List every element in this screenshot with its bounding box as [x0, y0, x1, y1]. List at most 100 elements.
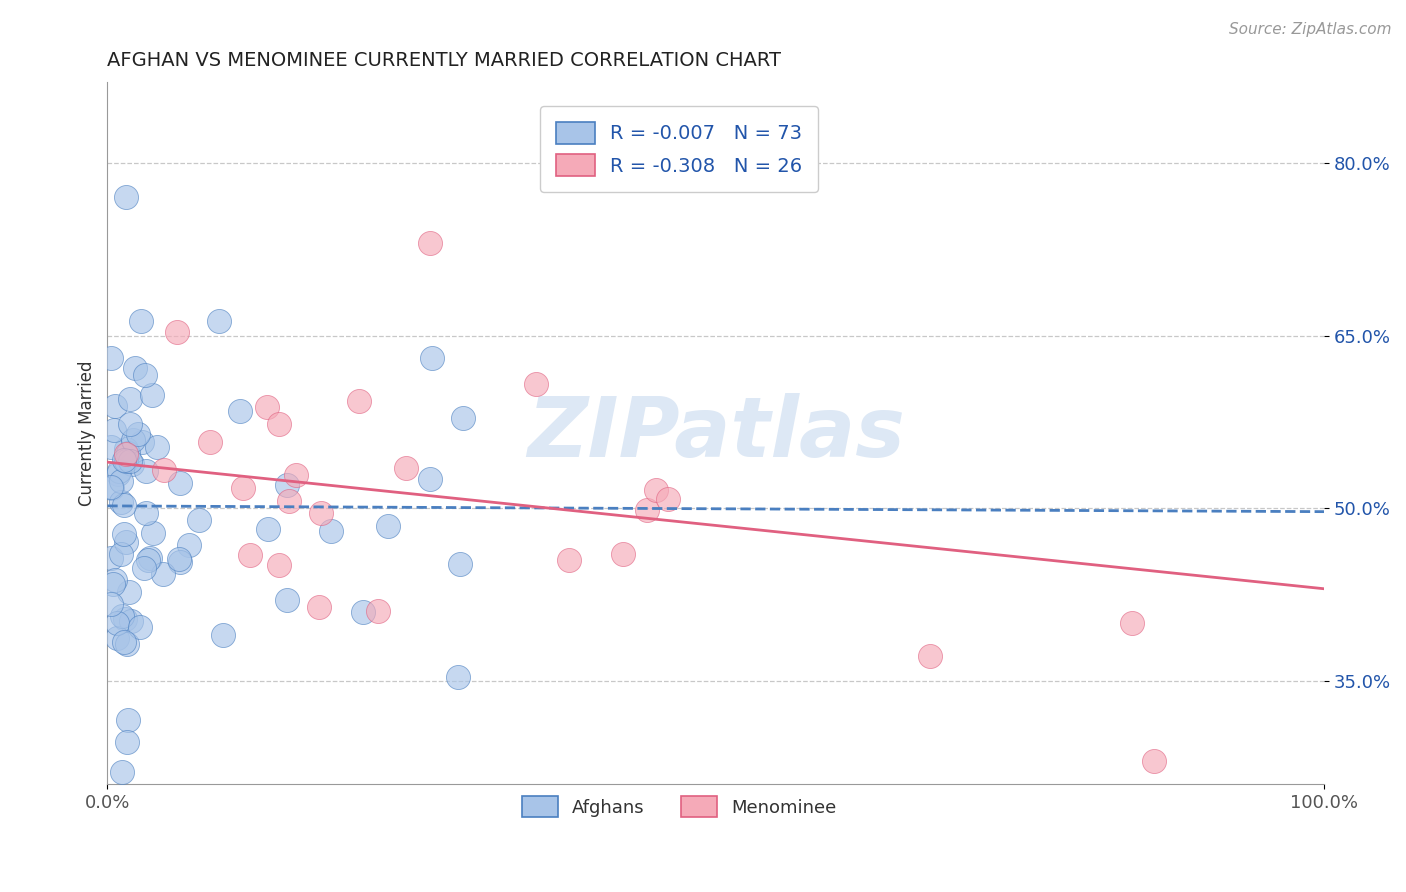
Point — [114, 612, 136, 626]
Point — [124, 360, 146, 375]
Point — [103, 423, 125, 437]
Point — [117, 446, 139, 460]
Text: AFGHAN VS MENOMINEE CURRENTLY MARRIED CORRELATION CHART: AFGHAN VS MENOMINEE CURRENTLY MARRIED CO… — [107, 51, 782, 70]
Point — [112, 527, 135, 541]
Legend: Afghans, Menominee: Afghans, Menominee — [515, 789, 844, 824]
Point — [118, 392, 141, 407]
Point — [450, 557, 472, 571]
Point — [420, 351, 443, 366]
Point — [112, 498, 135, 512]
Point — [198, 434, 221, 449]
Point — [146, 440, 169, 454]
Point — [100, 440, 122, 454]
Point — [110, 547, 132, 561]
Point — [142, 526, 165, 541]
Point — [278, 494, 301, 508]
Point — [212, 628, 235, 642]
Point — [132, 561, 155, 575]
Point — [122, 433, 145, 447]
Point — [166, 325, 188, 339]
Point — [105, 631, 128, 645]
Point — [169, 555, 191, 569]
Point — [134, 368, 156, 383]
Point — [111, 764, 134, 779]
Point — [115, 735, 138, 749]
Point — [138, 553, 160, 567]
Point — [169, 476, 191, 491]
Point — [115, 637, 138, 651]
Point — [352, 605, 374, 619]
Point — [112, 453, 135, 467]
Point — [267, 417, 290, 431]
Point — [153, 463, 176, 477]
Text: ZIPatlas: ZIPatlas — [527, 392, 904, 474]
Point — [104, 399, 127, 413]
Point — [121, 457, 143, 471]
Point — [110, 495, 132, 509]
Point — [451, 410, 474, 425]
Point — [524, 376, 547, 391]
Point — [117, 714, 139, 728]
Point — [135, 506, 157, 520]
Point — [309, 506, 332, 520]
Point — [129, 313, 152, 327]
Text: Source: ZipAtlas.com: Source: ZipAtlas.com — [1229, 22, 1392, 37]
Point — [367, 604, 389, 618]
Point — [645, 483, 668, 497]
Point — [118, 454, 141, 468]
Point — [129, 620, 152, 634]
Point — [1121, 616, 1143, 631]
Point — [321, 524, 343, 538]
Point — [419, 472, 441, 486]
Point — [120, 614, 142, 628]
Point — [229, 404, 252, 418]
Point — [208, 314, 231, 328]
Point — [114, 442, 136, 456]
Point — [117, 585, 139, 599]
Point — [636, 502, 658, 516]
Point — [112, 635, 135, 649]
Point — [100, 480, 122, 494]
Point — [308, 599, 330, 614]
Point — [558, 553, 581, 567]
Point — [239, 548, 262, 562]
Point — [395, 461, 418, 475]
Point — [177, 538, 200, 552]
Point — [114, 190, 136, 204]
Point — [108, 464, 131, 478]
Point — [100, 551, 122, 566]
Point — [110, 475, 132, 489]
Point — [347, 393, 370, 408]
Point — [114, 535, 136, 549]
Point — [115, 454, 138, 468]
Point — [256, 400, 278, 414]
Point — [187, 513, 209, 527]
Point — [100, 482, 122, 496]
Point — [110, 609, 132, 624]
Point — [276, 477, 298, 491]
Point — [100, 351, 122, 366]
Point — [419, 236, 441, 251]
Point — [169, 551, 191, 566]
Point — [127, 427, 149, 442]
Point — [657, 492, 679, 507]
Point — [377, 518, 399, 533]
Point — [131, 435, 153, 450]
Point — [105, 616, 128, 631]
Point — [135, 464, 157, 478]
Y-axis label: Currently Married: Currently Married — [79, 360, 96, 506]
Point — [115, 446, 138, 460]
Point — [152, 566, 174, 581]
Point — [276, 592, 298, 607]
Point — [138, 550, 160, 565]
Point — [612, 547, 634, 561]
Point — [103, 577, 125, 591]
Point — [118, 417, 141, 431]
Point — [141, 388, 163, 402]
Point — [107, 467, 129, 481]
Point — [256, 522, 278, 536]
Point — [285, 468, 308, 483]
Point — [267, 558, 290, 572]
Point — [1143, 755, 1166, 769]
Point — [918, 648, 941, 663]
